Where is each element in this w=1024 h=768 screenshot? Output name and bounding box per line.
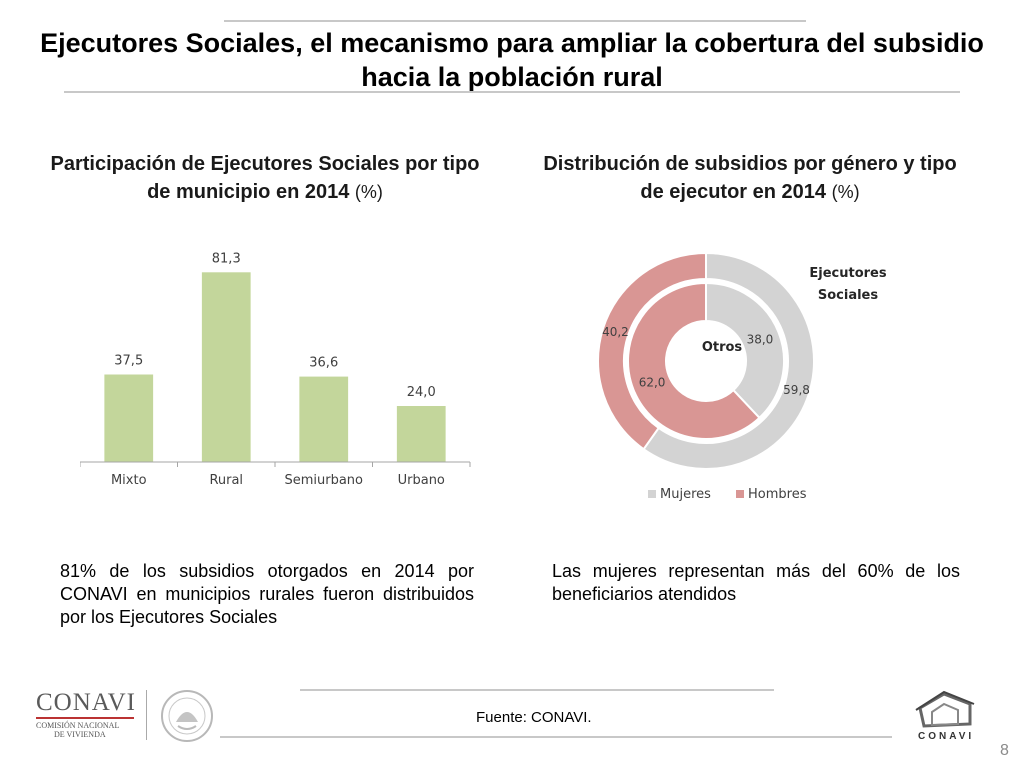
conavi-logo-left-name: CONAVI xyxy=(36,689,136,716)
bar-mixto xyxy=(104,374,154,462)
outer-ring-name-line2: Sociales xyxy=(818,288,879,303)
slide-title: Ejecutores Sociales, el mecanismo para a… xyxy=(40,28,984,92)
legend-swatch-mujeres xyxy=(648,490,656,498)
x-tick-label: Urbano xyxy=(398,473,445,488)
x-tick-label: Mixto xyxy=(111,473,147,488)
bar-value-label: 36,6 xyxy=(309,356,338,371)
bar-chart-title-text: Participación de Ejecutores Sociales por… xyxy=(50,153,480,203)
legend-swatch-hombres xyxy=(736,490,744,498)
footer-rule-top xyxy=(300,689,774,691)
bar-urbano xyxy=(396,406,446,462)
conavi-logo-left-sub1: COMISIÓN NACIONAL xyxy=(36,721,120,730)
outer-ring-value-label: 40,2 xyxy=(602,325,629,339)
outer-ring-value-label: 59,8 xyxy=(783,383,810,397)
outer-ring-slice-mujeres xyxy=(642,251,815,470)
bar-chart-caption: 81% de los subsidios otorgados en 2014 p… xyxy=(60,561,474,627)
inner-ring-slice-hombres xyxy=(627,281,761,440)
inner-ring-name: Otros xyxy=(702,340,743,355)
x-tick-label: Rural xyxy=(209,473,243,488)
bar-chart: 37,5 Mixto 81,3 Rural 36,6 Semiurbano 24,0 Urba… xyxy=(80,251,471,488)
inner-ring-value-label: 62,0 xyxy=(639,375,666,389)
outer-ring-name-line1: Ejecutores xyxy=(809,266,886,281)
conavi-house-logo-icon xyxy=(915,690,975,728)
x-tick-label: Semiurbano xyxy=(284,473,363,488)
header-rule-top xyxy=(224,20,806,22)
source-note: Fuente: CONAVI. xyxy=(476,709,592,726)
outer-ring-slice-hombres xyxy=(597,251,707,451)
national-seal-icon xyxy=(161,690,213,742)
bar-semiurbano xyxy=(299,376,349,462)
bar-value-label: 37,5 xyxy=(114,354,143,369)
conavi-logo-left-line xyxy=(36,717,134,719)
inner-ring-value-label: 38,0 xyxy=(747,333,774,347)
donut-chart-title: Distribución de subsidios por género y t… xyxy=(530,150,970,206)
footer-rule-bottom xyxy=(220,736,892,738)
legend-label-mujeres: Mujeres xyxy=(660,487,711,502)
donut-chart-caption: Las mujeres representan más del 60% de l… xyxy=(552,561,960,604)
bar-rural xyxy=(201,272,251,462)
conavi-logo-right-name: CONAVI xyxy=(918,731,975,742)
header-rule-bottom xyxy=(64,91,960,93)
bar-chart-title: Participación de Ejecutores Sociales por… xyxy=(50,150,480,206)
bar-value-label: 24,0 xyxy=(407,385,436,400)
inner-ring-slice-mujeres xyxy=(705,281,785,420)
logo-divider xyxy=(146,690,147,740)
page-number: 8 xyxy=(1000,742,1009,759)
conavi-logo-left-sub2: DE VIVIENDA xyxy=(54,730,106,739)
conavi-logo-left: CONAVI COMISIÓN NACIONAL DE VIVIENDA xyxy=(36,690,140,740)
donut-chart: 59,8 40,2 38,0 62,0 Ejecutores Sociales Otros M… xyxy=(597,251,887,502)
donut-chart-title-unit: (%) xyxy=(831,182,860,202)
legend-label-hombres: Hombres xyxy=(748,487,807,502)
bar-value-label: 81,3 xyxy=(212,251,241,266)
donut-chart-title-text: Distribución de subsidios por género y t… xyxy=(543,153,957,203)
bar-chart-title-unit: (%) xyxy=(354,182,383,202)
